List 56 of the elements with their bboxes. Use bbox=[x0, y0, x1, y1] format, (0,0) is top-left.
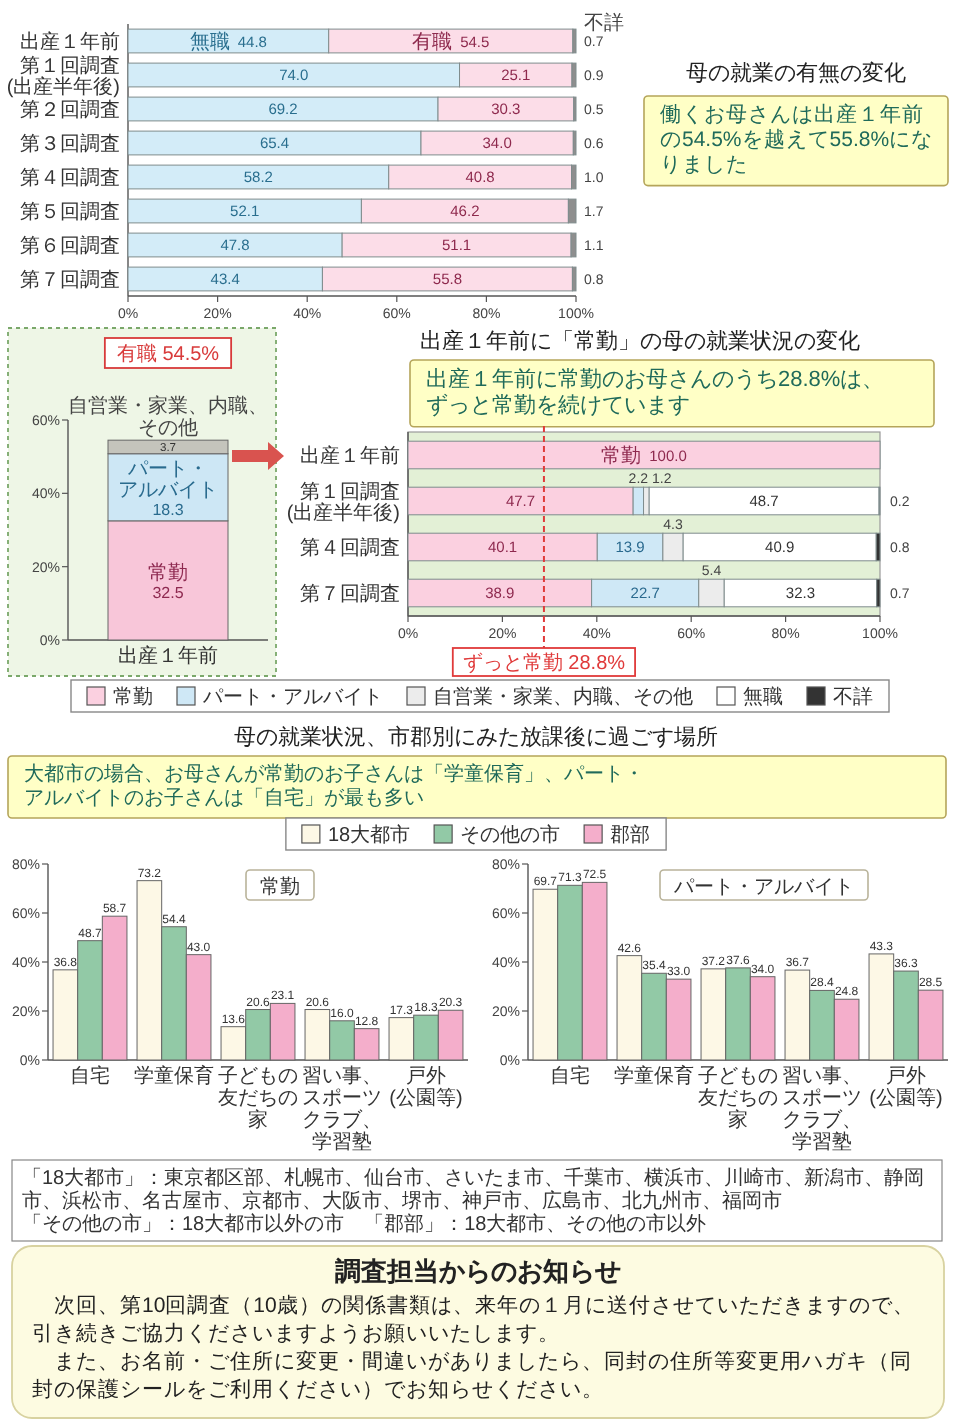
y-tick-label: 第３回調査 bbox=[20, 132, 120, 156]
legend-label: 常勤 bbox=[113, 685, 153, 710]
y-tick-label: 第７回調査 bbox=[300, 582, 400, 606]
text: 「その他の市」：18大都市以外の市 「郡部」：18大都市、その他の市以外 bbox=[22, 1212, 707, 1236]
x-tick-label: 戸外(公園等) bbox=[869, 1066, 943, 1110]
text: 次回、第10回調査（10歳）の関係書類は、来年の１月に送付させていただきますので、引き続きご協力くださいますようお願いいたします。 bbox=[32, 1292, 915, 1346]
y-tick-label: 出産１年前 bbox=[300, 444, 400, 468]
chart-title: 出産１年前に「常勤」の母の就業状況の変化 bbox=[420, 328, 860, 354]
legend-label: その他の市 bbox=[460, 823, 561, 848]
text: 調査担当からのお知らせ bbox=[335, 1256, 621, 1286]
legend-label: 不詳 bbox=[833, 685, 873, 710]
x-tick-label: 子どもの友だちの家 bbox=[218, 1066, 298, 1132]
series-label: パート・アルバイト bbox=[118, 459, 218, 503]
legend-label: 自営業・家業、内職、その他 bbox=[433, 685, 693, 710]
x-tick-label: 自宅 bbox=[70, 1064, 110, 1088]
annotation: パート・アルバイト bbox=[672, 877, 854, 899]
y-tick-label: 第１回調査(出産半年後) bbox=[6, 53, 120, 99]
x-tick-label: 学童保育 bbox=[614, 1064, 694, 1088]
chart-subtitle: 大都市の場合、お母さんが常勤のお子さんは「学童保育」、パート・アルバイトのお子さんは「自宅」が最も多い bbox=[24, 762, 644, 810]
x-tick-label: 学童保育 bbox=[134, 1064, 214, 1088]
y-tick-label: 第４回調査 bbox=[300, 536, 400, 560]
series-label: 不詳 bbox=[584, 11, 624, 35]
series-label: 自営業・家業、内職、その他 bbox=[68, 394, 268, 441]
text: 働くお母さんは出産１年前の54.5%を越えて55.8%になりました bbox=[660, 101, 934, 178]
data-label: 18.3 bbox=[152, 501, 185, 520]
x-tick-label: 習い事、スポーツクラブ、学習塾 bbox=[782, 1064, 862, 1154]
series-label: 有職 bbox=[412, 30, 453, 54]
x-tick-label: 習い事、スポーツクラブ、学習塾 bbox=[302, 1064, 382, 1154]
x-tick-label: 戸外(公園等) bbox=[389, 1066, 463, 1110]
text: また、お名前・ご住所に変更・間違いがありましたら、同封の住所等変更用ハガキ（同封の保護シールをご利用ください）でお知らせください。 bbox=[32, 1348, 912, 1402]
chart-title: 母の就業状況、市郡別にみた放課後に過ごす場所 bbox=[234, 724, 718, 750]
y-tick-label: 第５回調査 bbox=[20, 200, 120, 224]
y-tick-label: 第７回調査 bbox=[20, 268, 120, 292]
ref-line-label: ずっと常勤 28.8% bbox=[462, 651, 626, 675]
chart-subtitle: 出産１年前に常勤のお母さんのうち28.8%は、ずっと常勤を続けています bbox=[426, 366, 885, 419]
text: 「18大都市」：東京都区部、札幌市、仙台市、さいたま市、千葉市、横浜市、川崎市、新潟市、静岡市、浜松市、名古屋市、京都市、大阪市、堺市、神戸市、広島市、北九州市、福岡市 bbox=[22, 1166, 925, 1213]
text: 常勤 bbox=[601, 446, 642, 468]
y-tick-label: 第６回調査 bbox=[20, 234, 120, 258]
annotation: 常勤 bbox=[260, 875, 300, 899]
legend-label: パート・アルバイト bbox=[201, 687, 383, 710]
y-tick-label: 第１回調査(出産半年後) bbox=[286, 479, 400, 525]
legend-label: 郡部 bbox=[610, 823, 651, 848]
bar bbox=[407, 440, 881, 470]
y-tick-label: 出産１年前 bbox=[20, 30, 120, 54]
data-label: 32.5 bbox=[152, 583, 185, 602]
series-label: 常勤 bbox=[148, 560, 188, 585]
chart-title: 有職 54.5% bbox=[116, 342, 220, 366]
bar bbox=[648, 486, 880, 516]
y-tick-label: 第４回調査 bbox=[20, 166, 120, 190]
x-tick-label: 子どもの友だちの家 bbox=[698, 1066, 778, 1132]
text: 母の就業の有無の変化 bbox=[686, 60, 906, 86]
legend-label: 無職 bbox=[743, 685, 783, 710]
legend-label: 18大都市 bbox=[327, 823, 411, 848]
y-tick-label: 第２回調査 bbox=[20, 98, 120, 122]
series-label: 無職 bbox=[189, 30, 230, 54]
x-tick-label: 自宅 bbox=[550, 1064, 590, 1088]
